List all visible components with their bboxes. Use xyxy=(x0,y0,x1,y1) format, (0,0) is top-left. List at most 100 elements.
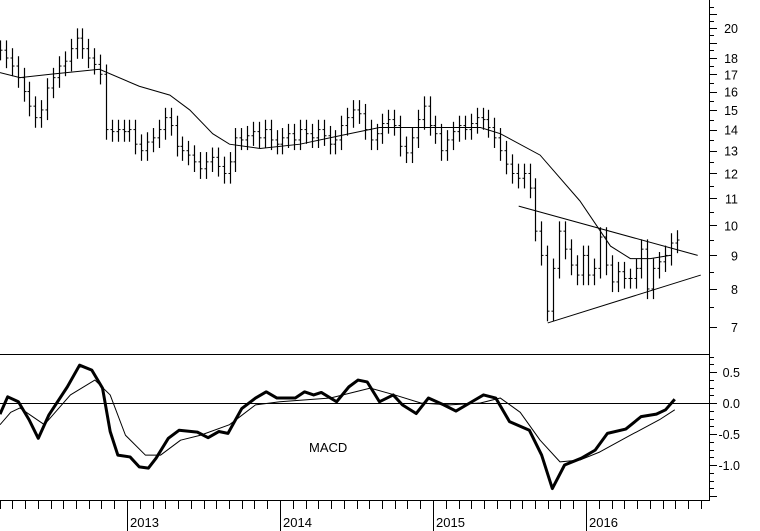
price-bar xyxy=(286,123,291,148)
price-bar xyxy=(386,109,391,134)
price-bar xyxy=(657,252,662,279)
price-bar xyxy=(204,152,209,179)
price-bar xyxy=(598,227,603,279)
price-bar xyxy=(333,130,338,155)
price-bar xyxy=(216,147,221,177)
price-bar xyxy=(298,119,303,151)
price-bar xyxy=(510,154,515,184)
macd-tick-label: -1.0 xyxy=(718,459,740,473)
price-bar xyxy=(345,107,350,136)
price-bar xyxy=(322,119,327,146)
price-bar xyxy=(622,261,627,289)
price-bar xyxy=(545,245,550,322)
price-bar xyxy=(292,123,297,151)
price-bar xyxy=(222,156,227,184)
price-bar xyxy=(104,64,109,140)
price-bar xyxy=(469,113,474,140)
price-bar xyxy=(27,81,32,117)
price-bar xyxy=(634,258,639,289)
x-tick-label: 2016 xyxy=(589,515,618,530)
price-bar xyxy=(398,115,403,157)
price-bar xyxy=(604,227,609,276)
price-bar xyxy=(416,109,421,148)
price-bar xyxy=(645,239,650,300)
price-bar xyxy=(380,113,385,144)
price-bar xyxy=(528,163,533,199)
price-bar xyxy=(551,258,556,322)
price-bar xyxy=(263,119,268,148)
price-bar xyxy=(75,28,80,59)
price-bar xyxy=(239,128,244,151)
price-bar xyxy=(228,152,233,184)
price-bar xyxy=(163,107,168,140)
price-bar xyxy=(410,128,415,164)
price-bar xyxy=(63,51,68,77)
price-bar xyxy=(663,245,668,272)
price-bar xyxy=(116,119,121,142)
price-bar xyxy=(180,136,185,161)
price-bar xyxy=(275,130,280,155)
macd-label: MACD xyxy=(309,440,347,455)
price-bar xyxy=(328,125,333,155)
macd-tick-label: 0.0 xyxy=(723,397,740,411)
price-bar xyxy=(586,245,591,286)
x-tick-label: 2015 xyxy=(436,515,465,530)
y-tick-label: 11 xyxy=(725,192,738,206)
y-tick-label: 20 xyxy=(724,22,738,36)
price-bar xyxy=(451,121,456,151)
price-bar xyxy=(110,119,115,142)
price-bar xyxy=(139,134,144,161)
macd-signal-line xyxy=(0,379,676,463)
price-bar xyxy=(175,115,180,157)
price-bar xyxy=(122,119,127,142)
y-tick-label: 9 xyxy=(731,249,738,263)
price-bar xyxy=(351,100,356,128)
moving-average-line xyxy=(0,68,671,260)
price-bar xyxy=(628,268,633,289)
y-tick-label: 10 xyxy=(724,219,738,233)
price-bar xyxy=(33,96,38,128)
price-bar xyxy=(304,119,309,144)
price-bar xyxy=(4,40,9,69)
x-tick-label: 2013 xyxy=(130,515,159,530)
price-bar xyxy=(257,121,262,148)
price-bar xyxy=(69,38,74,72)
trendline xyxy=(518,205,698,256)
axes: 201817161514131211109870.50.0-0.5-1.0122… xyxy=(0,0,740,531)
price-bar xyxy=(651,258,656,300)
price-bar xyxy=(80,28,85,59)
price-bar xyxy=(86,38,91,69)
price-bar xyxy=(145,132,150,161)
y-tick-label: 17 xyxy=(724,68,738,82)
price-bar xyxy=(428,96,433,136)
price-bar xyxy=(210,147,215,173)
macd-line xyxy=(0,363,676,491)
y-tick-label: 16 xyxy=(724,86,738,100)
trendline xyxy=(547,274,701,324)
y-tick-label: 13 xyxy=(724,145,738,159)
price-bar xyxy=(563,221,568,260)
y-tick-label: 12 xyxy=(724,167,738,181)
y-tick-label: 7 xyxy=(731,321,738,335)
y-tick-label: 15 xyxy=(724,104,738,118)
price-bar xyxy=(433,115,438,144)
price-bar xyxy=(280,128,285,155)
macd-tick-label: -0.5 xyxy=(718,428,740,442)
x-tick-label: 2014 xyxy=(283,515,312,530)
price-bar xyxy=(445,130,450,161)
price-bar xyxy=(169,107,174,136)
price-bar xyxy=(539,221,544,266)
price-bar xyxy=(45,78,50,121)
price-bar xyxy=(422,96,427,130)
price-bar xyxy=(151,128,156,153)
price-bar xyxy=(475,107,480,134)
price-bar xyxy=(516,163,521,189)
price-bar xyxy=(357,100,362,124)
y-tick-label: 8 xyxy=(731,283,738,297)
price-bar xyxy=(39,100,44,128)
price-bar xyxy=(339,115,344,151)
price-bar xyxy=(575,255,580,286)
price-bar xyxy=(492,117,497,148)
price-bar xyxy=(392,109,397,136)
